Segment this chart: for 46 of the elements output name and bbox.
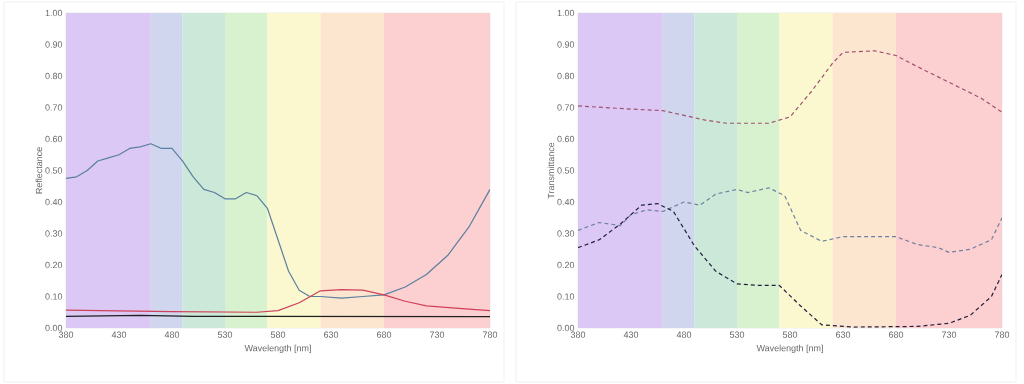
y-tick-label: 0.00 — [557, 324, 575, 332]
x-tick-label: 580 — [782, 331, 798, 338]
y-tick-label: 0.50 — [45, 167, 63, 174]
x-tick-label: 430 — [623, 331, 639, 338]
line-series — [578, 202, 1003, 328]
y-tick-label: 0.20 — [557, 261, 575, 269]
y-tick-label: 0.00 — [45, 324, 63, 332]
x-axis-title: Wavelength [nm] — [756, 344, 823, 354]
y-tick-label: 0.90 — [557, 41, 575, 48]
x-tick-label: 780 — [482, 331, 498, 338]
x-axis-title: Wavelength [nm] — [244, 344, 311, 354]
y-tick-label: 0.30 — [557, 230, 575, 237]
x-tick-label: 630 — [835, 331, 851, 338]
x-tick-label: 730 — [429, 331, 445, 338]
y-tick-label: 0.80 — [557, 72, 575, 80]
y-tick-label: 0.50 — [557, 167, 575, 174]
x-tick-label: 480 — [676, 331, 692, 338]
x-tick-label: 630 — [323, 331, 339, 338]
y-tick-label: 0.70 — [45, 104, 63, 111]
x-tick-label: 580 — [270, 331, 286, 338]
y-tick-label: 0.20 — [45, 261, 63, 269]
y-tick-label: 0.70 — [557, 104, 575, 111]
x-tick-label: 680 — [888, 331, 904, 338]
y-tick-label: 0.40 — [45, 198, 63, 206]
y-tick-label: 0.40 — [557, 198, 575, 206]
x-tick-label: 380 — [570, 331, 586, 338]
y-tick-label: 1.00 — [45, 9, 63, 17]
x-tick-label: 380 — [58, 331, 74, 338]
y-tick-label: 0.60 — [45, 135, 63, 143]
y-axis-title: Transmittance — [547, 142, 555, 199]
x-tick-label: 780 — [994, 331, 1010, 338]
y-tick-label: 0.80 — [45, 72, 63, 80]
y-tick-label: 0.10 — [557, 293, 575, 300]
y-tick-label: 0.90 — [45, 41, 63, 48]
y-axis-title: Reflectance — [35, 147, 43, 194]
x-tick-label: 680 — [376, 331, 392, 338]
line-series — [66, 143, 491, 299]
x-tick-label: 430 — [111, 331, 127, 338]
y-tick-label: 0.30 — [45, 230, 63, 237]
y-tick-label: 1.00 — [557, 9, 575, 17]
x-tick-label: 530 — [217, 331, 233, 338]
x-tick-label: 480 — [164, 331, 180, 338]
x-tick-label: 730 — [941, 331, 957, 338]
x-tick-label: 530 — [729, 331, 745, 338]
y-tick-label: 0.10 — [45, 293, 63, 300]
y-tick-label: 0.60 — [557, 135, 575, 143]
